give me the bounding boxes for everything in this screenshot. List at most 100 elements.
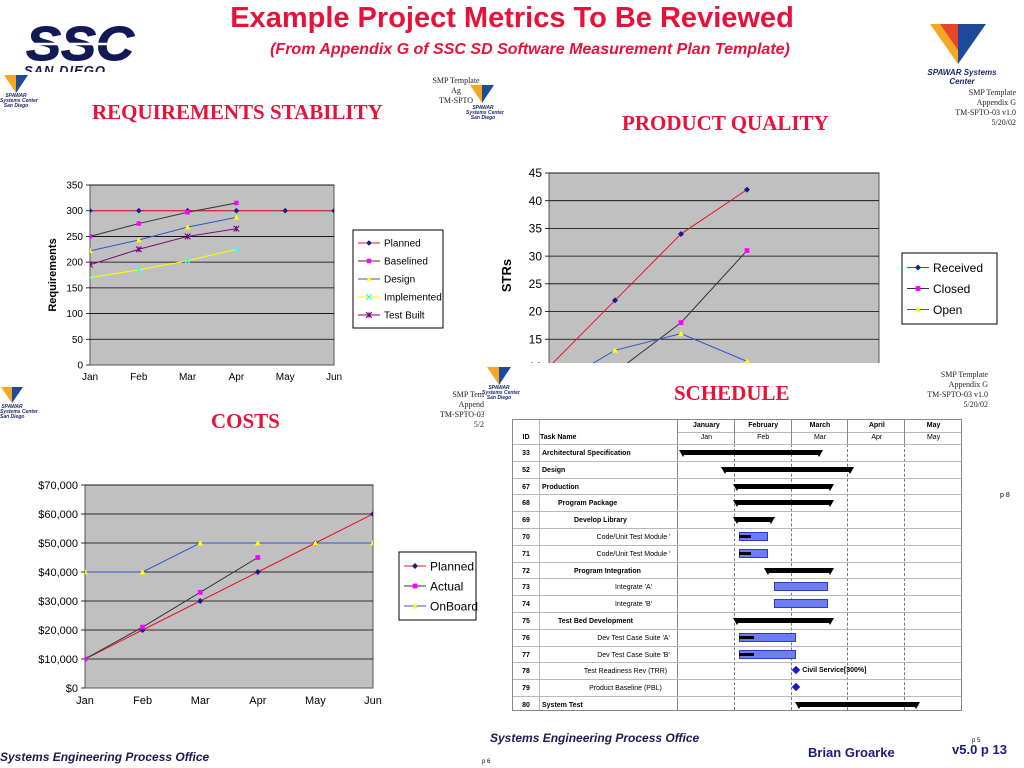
requirements-x-tick-label: May <box>276 372 295 383</box>
requirements-legend-marker <box>366 276 372 282</box>
quality-y-tick-label: 45 <box>529 166 543 180</box>
smp-stamp-clipped-1: SMP Template Ag TM-SPTO <box>432 76 480 105</box>
costs-x-tick-label: Mar <box>191 695 210 707</box>
gantt-task-id: 76 <box>522 634 530 642</box>
gantt-task-name: Integrate 'B' <box>615 601 652 609</box>
costs-data-point <box>312 540 319 546</box>
section-title-schedule: SCHEDULE <box>674 381 790 405</box>
section-title-quality: PRODUCT QUALITY <box>622 111 829 135</box>
schedule-gantt: ID Task Name January Jan February Feb March Mar… <box>512 419 962 711</box>
requirements-y-tick-label: 300 <box>66 206 83 217</box>
costs-data-point <box>370 511 373 517</box>
costs-chart: $0 $10,000 $20,000 $30,000 $40,000 $50,000 $60… <box>30 475 480 720</box>
gantt-row: 69 Develop Library <box>513 511 961 529</box>
gantt-summary-cap <box>826 483 835 491</box>
gantt-summary-bar <box>725 466 851 472</box>
gantt-row: 74 Integrate 'B' <box>513 595 961 613</box>
quality-data-point <box>678 320 684 325</box>
requirements-data-point <box>233 246 240 253</box>
spawar-small-logo-1 <box>2 74 30 99</box>
gantt-row: 73 Integrate 'A' <box>513 578 961 596</box>
gantt-row: 75 Test Bed Development <box>513 612 961 630</box>
spawar-small-logo-2 <box>468 84 496 109</box>
costs-series-line-actual <box>85 557 259 660</box>
gantt-task-id: 79 <box>522 685 530 693</box>
gantt-task-name: Design <box>542 466 566 474</box>
requirements-data-point <box>136 237 142 243</box>
gantt-task-name: Integrate 'A' <box>615 584 652 592</box>
gantt-row: 79 Product Baseline (PBL) <box>513 679 961 697</box>
spawar-small-logo-1-text: SPAWAR Systems Center San Diego <box>0 93 38 109</box>
gantt-task-id: 74 <box>522 601 530 609</box>
requirements-legend-label: Planned <box>384 239 421 250</box>
gantt-task-id: 71 <box>522 550 530 558</box>
requirements-data-point <box>184 224 191 230</box>
costs-data-point <box>85 656 88 662</box>
quality-legend-marker <box>915 306 921 312</box>
gantt-task-id: 77 <box>522 651 530 659</box>
costs-y-tick-label: $10,000 <box>38 654 78 666</box>
gantt-header-divider <box>677 420 678 710</box>
costs-data-point <box>255 555 261 560</box>
smp-stamp-schedule: SMP Template Appendix G TM-SPTO-03 v1.0 5/2… <box>927 370 988 409</box>
gantt-summary-bar <box>682 450 819 455</box>
quality-data-point <box>678 330 684 337</box>
gantt-task-id: 69 <box>522 517 530 525</box>
gantt-summary-bar <box>767 567 831 573</box>
costs-y-tick-label: $0 <box>66 683 78 695</box>
requirements-series-line-implemented <box>90 248 237 279</box>
gantt-summary-cap <box>732 483 741 491</box>
costs-legend-marker <box>412 603 418 609</box>
gantt-task-bar <box>773 599 828 609</box>
gantt-gridline <box>847 444 849 710</box>
gantt-row: 77 Dev Test Case Suite 'B' <box>513 645 961 664</box>
gantt-summary-cap <box>815 450 823 457</box>
costs-data-point <box>197 540 204 546</box>
quality-legend-label: Open <box>933 303 962 317</box>
gantt-month-abbr: Apr <box>847 432 905 444</box>
gantt-month-abbr: May <box>904 432 961 444</box>
gantt-task-id: 52 <box>522 466 530 474</box>
costs-y-tick-label: $70,000 <box>38 480 78 492</box>
gantt-month-header: March <box>790 420 849 433</box>
footer-center: Systems Engineering Process Office <box>490 731 700 745</box>
requirements-data-point <box>136 221 142 226</box>
gantt-month-abbr: Jan <box>677 432 735 444</box>
spawar-small-logo-2-text: SPAWAR Systems Center San Diego <box>466 105 504 121</box>
gantt-month-abbr: Mar <box>790 432 849 444</box>
gantt-task-id: 33 <box>522 450 530 457</box>
requirements-data-point <box>90 207 93 214</box>
gantt-task-name: Code/Unit Test Module ' <box>596 550 671 558</box>
gantt-task-progress <box>739 635 754 639</box>
quality-data-point <box>612 347 618 353</box>
gantt-summary-bar <box>736 500 831 506</box>
quality-data-point <box>678 230 684 237</box>
quality-y-axis-label: STRs <box>499 259 514 292</box>
quality-chart: 1015202530354045JanFebMarAprMayJunSTRsRe… <box>497 163 1002 363</box>
quality-y-tick-label: 35 <box>529 222 543 236</box>
quality-data-point <box>612 297 618 304</box>
quality-legend-label: Received <box>933 261 983 275</box>
gantt-task-name: Test Bed Development <box>558 618 633 625</box>
costs-data-point <box>140 624 145 630</box>
quality-series-group <box>552 186 750 363</box>
page-number-6: p 6 <box>482 759 491 765</box>
gantt-task-name: Program Package <box>558 500 618 508</box>
costs-y-tick-label: $20,000 <box>38 625 78 637</box>
requirements-plot-area <box>89 184 335 366</box>
quality-plot-area <box>548 172 880 363</box>
gantt-task-id: 73 <box>522 584 530 592</box>
requirements-legend-label: Test Built <box>384 311 425 322</box>
quality-series-line-closed <box>626 250 748 363</box>
gantt-task-name: Architectural Specification <box>542 450 631 457</box>
requirements-data-point <box>90 274 94 281</box>
gantt-row: 71 Code/Unit Test Module ' <box>513 544 961 563</box>
requirements-y-axis-label: Requirements <box>47 238 59 311</box>
smp-stamp-quality: SMP Template Appendix G TM-SPTO-03 v1.0 5/2… <box>955 88 1016 127</box>
gantt-row: 67 Production <box>513 477 961 496</box>
gantt-header-task: Task Name <box>540 434 577 441</box>
requirements-legend-label: Baselined <box>384 257 428 268</box>
requirements-data-point <box>233 214 240 220</box>
requirements-legend-marker <box>365 311 373 319</box>
requirements-legend-marker <box>366 240 372 246</box>
